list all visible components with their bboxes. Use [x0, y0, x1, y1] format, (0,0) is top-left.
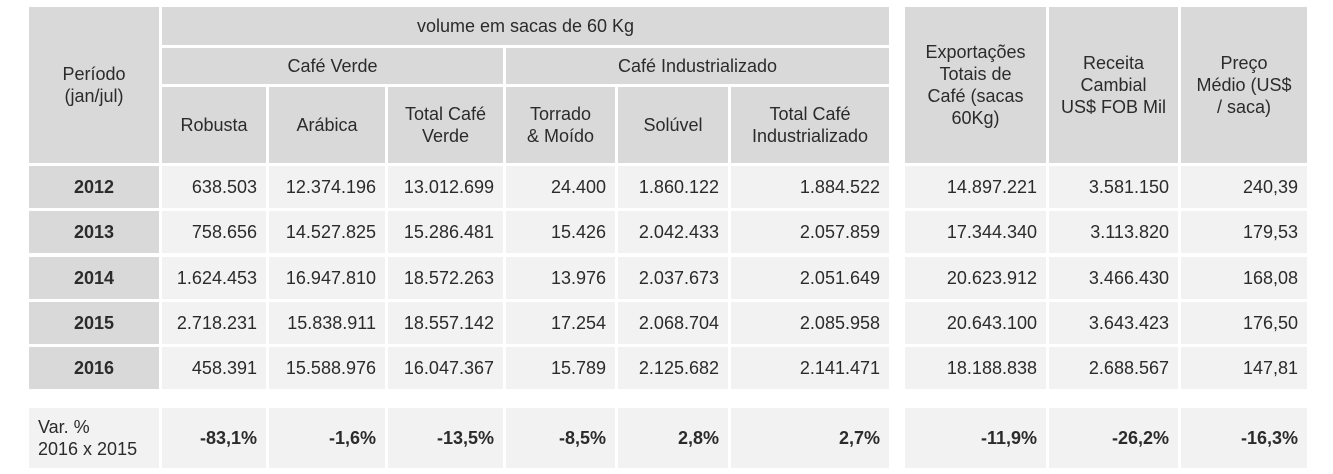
header-cafe-verde: Café Verde — [162, 48, 503, 84]
header-periodo: Período (jan/jul) — [29, 7, 159, 163]
cell-torrado-moido: 24.400 — [506, 166, 615, 208]
cell-total-cafe-industrializado: 1.884.522 — [731, 166, 889, 208]
cell-total-cafe-verde: 13.012.699 — [388, 166, 503, 208]
cell-receita: 3.581.150 — [1049, 166, 1178, 208]
header-exportacoes: Exportações Totais de Café (sacas 60Kg) — [905, 7, 1046, 163]
variation-arabica: -1,6% — [269, 408, 385, 468]
header-torrado-moido: Torrado & Moído — [506, 87, 615, 163]
variation-total-cafe-verde: -13,5% — [388, 408, 503, 468]
cell-exportacoes: 14.897.221 — [905, 166, 1046, 208]
header-soluvel: Solúvel — [618, 87, 728, 163]
year-cell: 2013 — [29, 211, 159, 253]
header-total-cafe-industrializado: Total Café Industrializado — [731, 87, 889, 163]
cell-arabica: 16.947.810 — [269, 257, 385, 299]
cell-preco: 168,08 — [1181, 257, 1307, 299]
cell-torrado-moido: 15.789 — [506, 347, 615, 389]
header-preco: Preço Médio (US$ / saca) — [1181, 7, 1307, 163]
year-cell: 2016 — [29, 347, 159, 389]
cell-receita: 2.688.567 — [1049, 347, 1178, 389]
cell-soluvel: 2.037.673 — [618, 257, 728, 299]
cell-arabica: 12.374.196 — [269, 166, 385, 208]
cell-receita: 3.643.423 — [1049, 302, 1178, 344]
cell-robusta: 2.718.231 — [162, 302, 266, 344]
cell-arabica: 15.838.911 — [269, 302, 385, 344]
year-cell: 2012 — [29, 166, 159, 208]
header-arabica: Arábica — [269, 87, 385, 163]
cell-robusta: 758.656 — [162, 211, 266, 253]
cell-soluvel: 2.068.704 — [618, 302, 728, 344]
cell-total-cafe-verde: 16.047.367 — [388, 347, 503, 389]
cell-robusta: 638.503 — [162, 166, 266, 208]
header-cafe-industrializado: Café Industrializado — [506, 48, 889, 84]
variation-exportacoes: -11,9% — [905, 408, 1046, 468]
cell-total-cafe-industrializado: 2.051.649 — [731, 257, 889, 299]
cell-torrado-moido: 17.254 — [506, 302, 615, 344]
year-cell: 2015 — [29, 302, 159, 344]
cell-receita: 3.466.430 — [1049, 257, 1178, 299]
cell-total-cafe-industrializado: 2.085.958 — [731, 302, 889, 344]
cell-preco: 147,81 — [1181, 347, 1307, 389]
year-cell: 2014 — [29, 257, 159, 299]
variation-robusta: -83,1% — [162, 408, 266, 468]
cell-robusta: 458.391 — [162, 347, 266, 389]
header-volume: volume em sacas de 60 Kg — [162, 7, 889, 45]
cell-exportacoes: 20.643.100 — [905, 302, 1046, 344]
variation-receita: -26,2% — [1049, 408, 1178, 468]
variation-label: Var. % 2016 x 2015 — [29, 408, 159, 468]
cell-soluvel: 2.125.682 — [618, 347, 728, 389]
cell-preco: 240,39 — [1181, 166, 1307, 208]
cell-total-cafe-industrializado: 2.141.471 — [731, 347, 889, 389]
cell-exportacoes: 18.188.838 — [905, 347, 1046, 389]
cell-torrado-moido: 15.426 — [506, 211, 615, 253]
cell-total-cafe-verde: 15.286.481 — [388, 211, 503, 253]
cell-soluvel: 1.860.122 — [618, 166, 728, 208]
cell-preco: 179,53 — [1181, 211, 1307, 253]
cell-exportacoes: 20.623.912 — [905, 257, 1046, 299]
variation-total-cafe-industrializado: 2,7% — [731, 408, 889, 468]
cell-total-cafe-industrializado: 2.057.859 — [731, 211, 889, 253]
header-total-cafe-verde: Total Café Verde — [388, 87, 503, 163]
cell-preco: 176,50 — [1181, 302, 1307, 344]
variation-soluvel: 2,8% — [618, 408, 728, 468]
cell-total-cafe-verde: 18.557.142 — [388, 302, 503, 344]
cell-arabica: 15.588.976 — [269, 347, 385, 389]
cell-receita: 3.113.820 — [1049, 211, 1178, 253]
cell-robusta: 1.624.453 — [162, 257, 266, 299]
cell-total-cafe-verde: 18.572.263 — [388, 257, 503, 299]
header-robusta: Robusta — [162, 87, 266, 163]
variation-torrado-moido: -8,5% — [506, 408, 615, 468]
cell-exportacoes: 17.344.340 — [905, 211, 1046, 253]
cell-soluvel: 2.042.433 — [618, 211, 728, 253]
variation-preco: -16,3% — [1181, 408, 1307, 468]
header-receita: Receita Cambial US$ FOB Mil — [1049, 7, 1178, 163]
cell-arabica: 14.527.825 — [269, 211, 385, 253]
cell-torrado-moido: 13.976 — [506, 257, 615, 299]
